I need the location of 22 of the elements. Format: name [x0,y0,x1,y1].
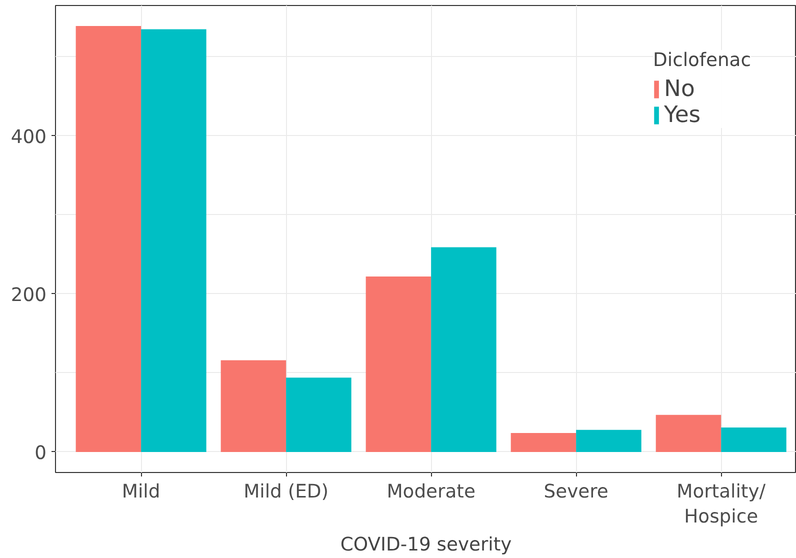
x-tick-label: Moderate [386,482,476,502]
y-tick-label: 0 [34,442,47,464]
x-tick-label: Mild [122,482,160,502]
legend-label: No [664,76,695,102]
legend-title: Diclofenac [653,50,751,71]
y-tick-label: 400 [10,126,46,148]
x-axis-title: COVID-19 severity [340,534,512,556]
bar [431,247,496,452]
bar [510,432,576,452]
bar [366,276,432,452]
legend-label: Yes [664,102,701,128]
y-tick-label: 200 [10,284,46,306]
x-tick-label: Mortality/ Hospice [676,482,766,528]
bar [220,360,286,452]
bar [76,26,142,452]
bar [656,414,722,452]
bar [141,29,206,452]
x-tick-label: Mild (ED) [244,482,329,502]
bar [576,430,642,452]
bar [286,378,352,452]
x-tick-label: Severe [544,482,608,502]
bar [721,427,786,452]
